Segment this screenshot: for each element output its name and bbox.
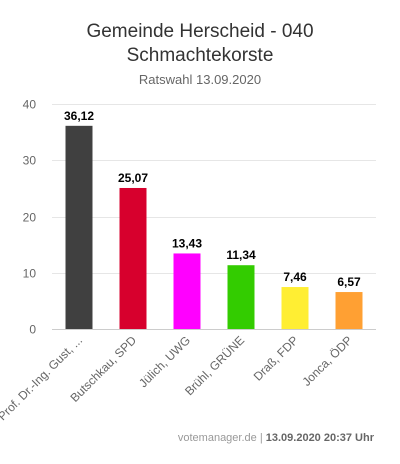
data-label: 36,12 [64, 109, 94, 123]
chart-title-line2: Schmachtekorste [126, 45, 274, 66]
data-label: 13,43 [172, 236, 202, 250]
footer-source: votemanager.de [177, 432, 257, 444]
footer: votemanager.de | 13.09.2020 20:37 Uhr [178, 432, 374, 444]
data-label: 7,46 [283, 270, 307, 284]
x-tick-label: Prof. Dr.-Ing. Gust, ... [0, 333, 85, 423]
y-tick-label: 10 [23, 267, 37, 281]
x-tick-label: Jülich, UWG [136, 333, 193, 390]
x-tick-label: Jonca, ÖDP [299, 333, 355, 389]
bar [227, 265, 255, 329]
bar [281, 287, 309, 329]
y-tick-label: 20 [23, 211, 37, 225]
bar [119, 187, 147, 329]
footer-separator: | [256, 432, 266, 444]
data-label: 6,57 [337, 275, 361, 289]
data-label: 11,34 [226, 248, 256, 262]
x-tick-label: Draß, FDP [251, 333, 301, 383]
y-tick-label: 30 [23, 154, 37, 168]
data-label: 25,07 [118, 171, 148, 185]
footer-timestamp: 13.09.2020 20:37 Uhr [265, 432, 374, 444]
chart-subtitle: Ratswahl 13.09.2020 [138, 72, 262, 87]
bar [173, 253, 201, 329]
chart-title-line1: Gemeinde Herscheid - 040 [86, 21, 314, 42]
y-tick-label: 0 [29, 323, 36, 337]
bar [335, 292, 363, 329]
bar [65, 125, 93, 329]
y-tick-label: 40 [23, 98, 37, 112]
